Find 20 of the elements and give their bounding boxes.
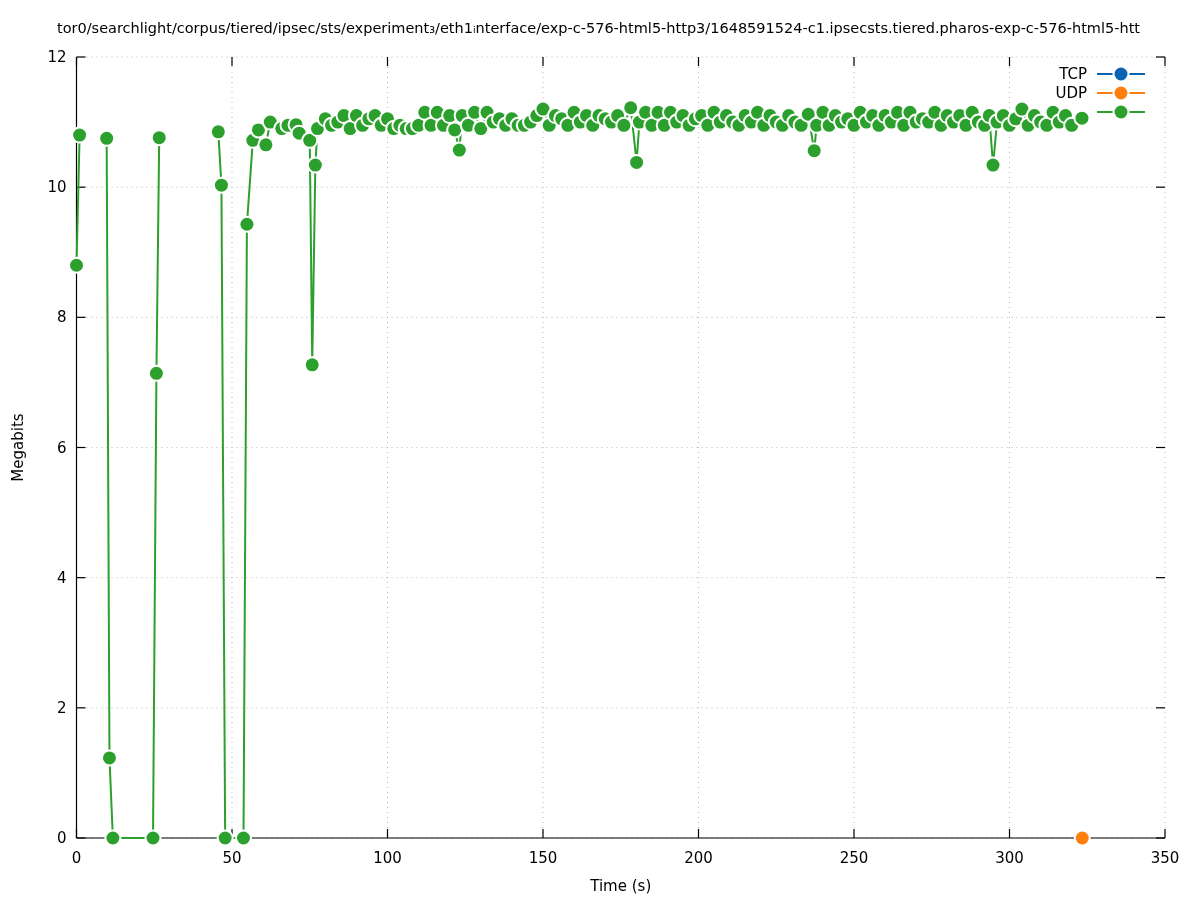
- y-tick-label: 4: [56, 568, 67, 587]
- legend-label: UDP: [1055, 84, 1087, 102]
- x-tick-label: 350: [1150, 849, 1180, 867]
- x-axis-title: Time (s): [589, 877, 652, 895]
- y-tick-label: 8: [56, 308, 67, 327]
- x-tick-label: 150: [528, 849, 558, 867]
- x-tick-label: 200: [684, 849, 713, 867]
- x-tick-label: 50: [222, 849, 242, 867]
- y-tick-label: 6: [56, 438, 67, 457]
- legend-label: TCP: [1058, 65, 1087, 83]
- y-axis-title: Megabits: [9, 413, 27, 482]
- y-tick-label: 12: [47, 48, 67, 66]
- x-tick-label: 100: [373, 849, 402, 867]
- x-tick-label: 0: [71, 849, 82, 867]
- y-tick-label: 2: [56, 698, 67, 717]
- x-tick-label: 300: [995, 849, 1024, 867]
- chart-title: tor0/searchlight/corpus/tiered/ipsec/sts/experiment₃/eth1ᵢnterface/exp-c-576-html5-http3/1648591524-c1.ipsecsts.tiered.pharos-exp-c-576-html5-htt: [56, 20, 1141, 36]
- y-tick-label: 10: [47, 178, 67, 197]
- x-tick-label: 250: [839, 849, 869, 867]
- y-tick-label: 0: [56, 829, 67, 847]
